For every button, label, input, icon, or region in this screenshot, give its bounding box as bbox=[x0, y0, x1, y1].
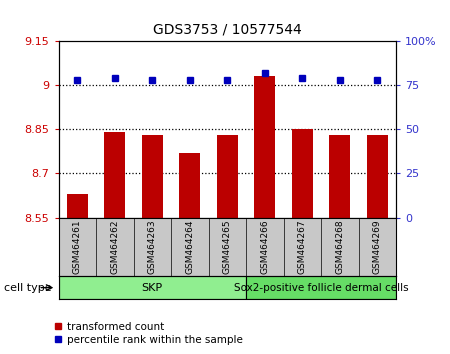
Bar bbox=[217, 135, 238, 218]
Text: GSM464265: GSM464265 bbox=[223, 219, 232, 274]
Bar bbox=[104, 132, 125, 218]
Text: GSM464262: GSM464262 bbox=[110, 219, 119, 274]
Text: GSM464267: GSM464267 bbox=[298, 219, 307, 274]
Bar bbox=[292, 129, 313, 218]
Text: GSM464263: GSM464263 bbox=[148, 219, 157, 274]
Text: cell type: cell type bbox=[4, 282, 52, 293]
Bar bbox=[246, 276, 396, 299]
Text: GSM464266: GSM464266 bbox=[260, 219, 269, 274]
Bar bbox=[58, 276, 246, 299]
Text: GSM464268: GSM464268 bbox=[335, 219, 344, 274]
Text: SKP: SKP bbox=[142, 282, 163, 293]
Text: GSM464269: GSM464269 bbox=[373, 219, 382, 274]
Bar bbox=[67, 194, 88, 218]
Bar bbox=[254, 76, 275, 218]
Legend: transformed count, percentile rank within the sample: transformed count, percentile rank withi… bbox=[50, 317, 247, 349]
Text: GSM464261: GSM464261 bbox=[73, 219, 82, 274]
Bar bbox=[367, 135, 387, 218]
Bar bbox=[180, 153, 200, 218]
Bar bbox=[329, 135, 350, 218]
Text: GSM464264: GSM464264 bbox=[185, 219, 194, 274]
Bar bbox=[142, 135, 162, 218]
Title: GDS3753 / 10577544: GDS3753 / 10577544 bbox=[153, 23, 302, 37]
Text: Sox2-positive follicle dermal cells: Sox2-positive follicle dermal cells bbox=[234, 282, 408, 293]
